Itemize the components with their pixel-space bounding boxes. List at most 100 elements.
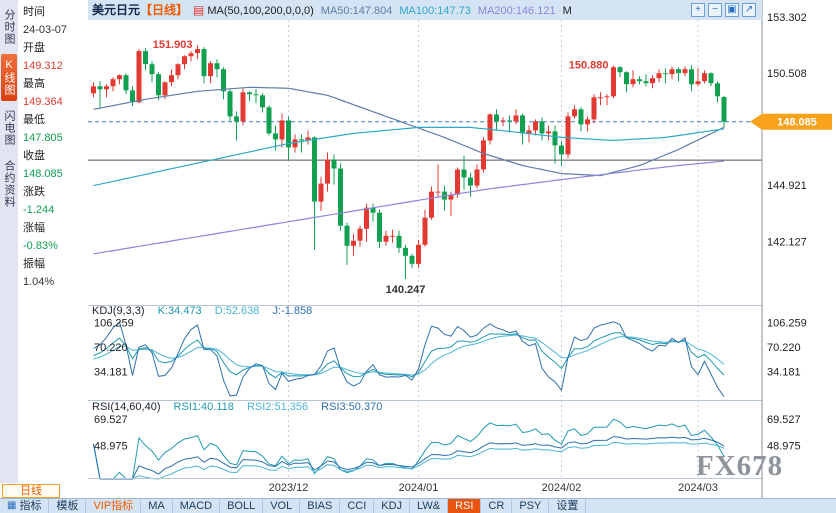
period-button[interactable]: 日线 — [2, 484, 60, 498]
rsi-line-0 — [93, 418, 725, 480]
sidebar-tab-flash[interactable]: 闪电图 — [3, 110, 15, 146]
panel-grid-icon[interactable]: ▣ — [725, 3, 739, 17]
indicator-tab-LW&[interactable]: LW& — [410, 499, 449, 513]
kdj-tick: 70.220 — [767, 342, 801, 354]
sidebar-tab-kline[interactable]: K线图 — [1, 54, 17, 101]
quote-panel: 时间 24-03-07 开盘 149.312 最高 149.364 最低 147.805 收盘 1… — [18, 0, 88, 483]
indicator-tab-指标[interactable]: ▦ 指标 — [0, 499, 50, 513]
indicator-tab-label: VIP指标 — [93, 500, 134, 512]
ma-line-MA50 — [93, 86, 725, 177]
rsi1-value: RSI1:40.118 — [173, 401, 234, 413]
sidebar-tab-time-share[interactable]: 分时图 — [3, 9, 15, 45]
indicator-tab-VIP指标[interactable]: VIP指标 — [86, 499, 142, 513]
indicator-tab-label: RSI — [455, 500, 474, 512]
quote-value: 147.805 — [23, 132, 63, 144]
chart-toolbar: + − ▣ ↗ — [691, 3, 756, 17]
kdj-k-value: K:34.473 — [157, 305, 202, 317]
indicator-tab-label: 模板 — [56, 500, 79, 512]
indicator-tab-VOL[interactable]: VOL — [263, 499, 301, 513]
indicator-tab-label: MA — [148, 500, 165, 512]
indicator-tab-label: VOL — [270, 500, 293, 512]
zoom-in-icon[interactable]: + — [691, 3, 705, 17]
indicator-tab-MACD[interactable]: MACD — [173, 499, 221, 513]
indicator-tab-设置[interactable]: 设置 — [549, 499, 587, 513]
quote-value: 1.04% — [23, 276, 55, 288]
indicator-tab-RSI[interactable]: RSI — [448, 499, 482, 513]
kdj-tick: 106.259 — [767, 318, 807, 330]
ma-line-MA200 — [93, 160, 725, 255]
indicator-tab-BOLL[interactable]: BOLL — [220, 499, 264, 513]
quote-label: 开盘 — [23, 42, 45, 54]
indicator-tab-CR[interactable]: CR — [481, 499, 513, 513]
grid-layer — [88, 20, 762, 478]
indicator-tab-PSY[interactable]: PSY — [512, 499, 550, 513]
kdj-j-value: J:-1.858 — [272, 305, 313, 317]
period-label: 【日线】 — [140, 3, 189, 17]
oscillator-layer — [93, 321, 725, 480]
symbol-title: 美元日元 — [92, 3, 141, 17]
indicator-tab-label: 设置 — [556, 500, 579, 512]
indicator-tab-label: PSY — [519, 500, 542, 512]
kdj-header: KDJ(9,3,3) K:34.473 D:52.638 J:-1.858 — [92, 305, 322, 317]
indicator-tab-模板[interactable]: 模板 — [49, 499, 87, 513]
quote-value: -0.83% — [23, 240, 58, 252]
rsi-tick: 69.527 — [767, 414, 801, 426]
indicator-tab-label: BIAS — [307, 500, 333, 512]
quote-label: 收盘 — [23, 150, 45, 162]
watermark: FX678 — [696, 450, 784, 482]
ma-values: MA50:147.804 MA100:147.73 MA200:146.121 — [321, 5, 563, 17]
rsi2-value: RSI2:51.356 — [246, 401, 309, 413]
price-axis-tick: 144.921 — [767, 180, 807, 192]
indicator-tab-MA[interactable]: MA — [141, 499, 173, 513]
indicator-tab-label: 指标 — [19, 500, 42, 512]
kdj-line-1 — [93, 334, 725, 376]
indicator-tab-label: LW& — [417, 500, 441, 512]
indicator-tab-KDJ[interactable]: KDJ — [374, 499, 411, 513]
rsi3-value: RSI3:50.370 — [321, 401, 383, 413]
ma-line-MA100 — [93, 126, 725, 187]
rsi-header: RSI(14,60,40) RSI1:40.118 RSI2:51.356 RS… — [92, 401, 392, 413]
indicator-tab-BIAS[interactable]: BIAS — [300, 499, 341, 513]
left-tab-strip: 分时图 K线图闪电图合约资料 — [0, 0, 18, 483]
kdj-tick: 34.181 — [767, 367, 801, 379]
zoom-out-icon[interactable]: − — [708, 3, 722, 17]
expand-icon[interactable]: ↗ — [742, 3, 756, 17]
x-axis-label: 2023/12 — [269, 482, 309, 494]
indicator-tab-label: MACD — [179, 500, 213, 512]
rsi-tick: 48.975 — [94, 440, 128, 452]
rsi-line-2 — [93, 436, 725, 480]
ma-params-label: MA(50,100,200,0,0,0) — [207, 5, 314, 17]
kdj-tick: 34.181 — [94, 367, 128, 379]
kdj-tick: 106.259 — [94, 318, 134, 330]
price-axis-tick: 150.508 — [767, 68, 807, 80]
quote-value: 149.312 — [23, 60, 63, 72]
price-axis-tick: 142.127 — [767, 236, 807, 248]
candlestick-chart[interactable]: 2023/12 2024/01 2024/02 2024/03 153.302 150.5… — [88, 0, 836, 498]
x-axis-label: 2024/01 — [399, 482, 439, 494]
indicator-tab-CCI[interactable]: CCI — [340, 499, 375, 513]
indicator-tab-label: CCI — [347, 500, 367, 512]
annotations-layer: 151.903 150.880 140.247 — [153, 39, 609, 296]
ma-value-label: MA100:147.73 — [399, 5, 471, 17]
indicator-tab-label: KDJ — [381, 500, 403, 512]
kdj-tick: 70.220 — [94, 342, 128, 354]
candles-layer — [91, 45, 727, 279]
chart-topbar: 美元日元【日线】 ▤ MA(50,100,200,0,0,0) MA50:147.80… — [88, 0, 762, 20]
rsi-tick: 69.527 — [94, 414, 128, 426]
indicator-tabbar: ▦ 指标 模板 VIP指标 MA MACD BOLL VOL BIAS CCI KDJ LW& RSI C… — [0, 498, 836, 513]
rsi-title: RSI(14,60,40) — [92, 401, 161, 413]
kdj-line-2 — [93, 321, 725, 397]
price-annotation: 151.903 — [153, 39, 193, 51]
quote-label: 涨幅 — [23, 222, 45, 234]
rsi-tick: 48.975 — [767, 440, 801, 452]
x-axis-label: 2024/03 — [678, 482, 718, 494]
sidebar-tab-contract-info[interactable]: 合约资料 — [3, 160, 15, 208]
price-annotation: 150.880 — [569, 60, 609, 72]
ma-lines-layer — [93, 86, 725, 255]
kdj-line-0 — [93, 332, 725, 379]
indicator-settings-icon[interactable]: ▤ — [193, 3, 205, 17]
ma-value-label: MA50:147.804 — [320, 5, 393, 17]
ma-truncated-label: M — [562, 5, 572, 17]
indicator-tab-label: CR — [488, 500, 505, 512]
rsi-line-1 — [93, 441, 725, 480]
